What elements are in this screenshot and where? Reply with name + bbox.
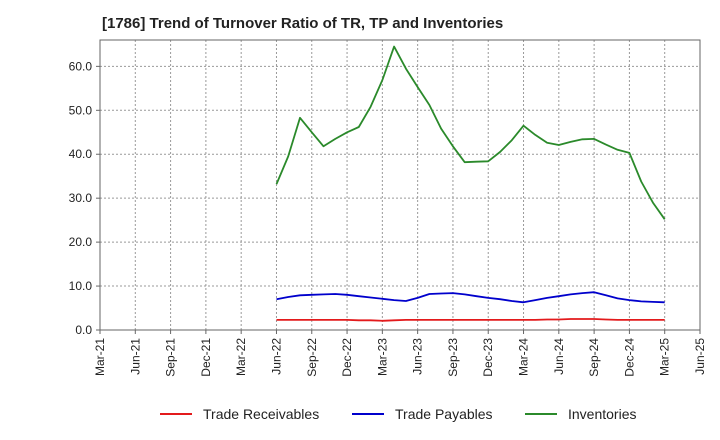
x-tick-label: Sep-23: [446, 338, 460, 377]
plot-frame: [99, 39, 701, 331]
x-tick-label: Jun-22: [269, 338, 283, 375]
grid: [100, 40, 700, 330]
x-tick-label: Jun-23: [411, 338, 425, 375]
legend-label-inventories: Inventories: [568, 406, 636, 422]
x-tick-label: Mar-22: [234, 338, 248, 376]
x-tick-label: Dec-24: [622, 338, 636, 377]
series-lines: [275, 45, 666, 322]
x-tick-label: Jun-24: [552, 338, 566, 375]
y-tick-label: 50.0: [69, 103, 93, 117]
y-tick-label: 0.0: [75, 323, 92, 337]
legend: Trade Receivables Trade Payables Inventori…: [160, 406, 636, 422]
y-tick-label: 40.0: [69, 147, 93, 161]
x-tick-label: Dec-22: [340, 338, 354, 377]
x-tick-label: Dec-21: [199, 338, 213, 377]
chart-title: [1786] Trend of Turnover Ratio of TR, TP…: [102, 15, 504, 32]
series-line-trade-payables: [276, 291, 665, 304]
x-tick-label: Mar-24: [517, 338, 531, 376]
x-tick-label: Mar-23: [375, 338, 389, 376]
x-tick-label: Mar-21: [93, 338, 107, 376]
x-tick-label: Jun-21: [128, 338, 142, 375]
y-tick-label: 30.0: [69, 191, 93, 205]
y-tick-label: 20.0: [69, 235, 93, 249]
legend-label-trade-receivables: Trade Receivables: [203, 406, 319, 422]
y-tick-label: 60.0: [69, 59, 93, 73]
legend-label-trade-payables: Trade Payables: [395, 406, 493, 422]
x-tick-label: Sep-22: [305, 338, 319, 377]
x-tick-label: Sep-21: [164, 338, 178, 377]
y-tick-label: 10.0: [69, 279, 93, 293]
x-tick-label: Jun-25: [693, 338, 707, 375]
x-tick-label: Dec-23: [481, 338, 495, 377]
axes: 0.0 10.0 20.0 30.0 40.0 50.0 60.0 Mar-21 Jun-21 S…: [69, 39, 707, 377]
series-line-inventories: [275, 45, 666, 220]
x-tick-label: Sep-24: [587, 338, 601, 377]
series-line-trade-receivables: [276, 318, 665, 322]
x-tick-label: Mar-25: [658, 338, 672, 376]
